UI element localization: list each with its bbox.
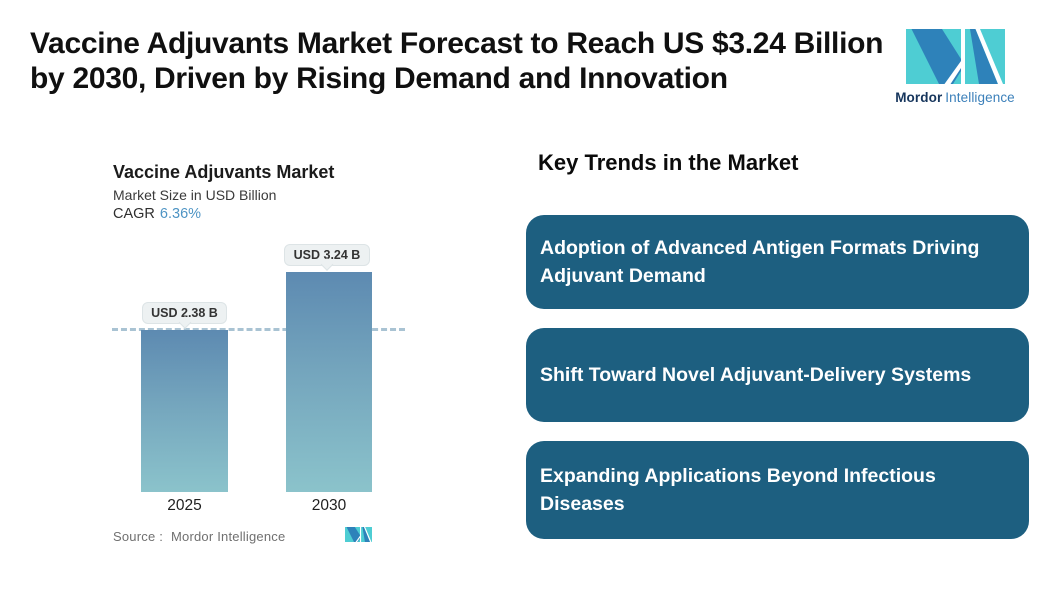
x-axis-label-2030: 2030 <box>311 497 347 514</box>
x-axis-label-2025: 2025 <box>167 497 202 514</box>
chart-title: Vaccine Adjuvants Market <box>113 162 335 182</box>
brand-name-bold: Mordor <box>895 90 943 105</box>
cagr-value: 6.36% <box>159 206 202 222</box>
chart-source: Source : Mordor Intelligence <box>113 529 285 544</box>
trend-card-3: Expanding Applications Beyond Infectious… <box>526 441 1029 539</box>
mordor-intelligence-logo-icon <box>906 29 1005 84</box>
page-title-line1: Vaccine Adjuvants Market Forecast to Rea… <box>30 27 884 60</box>
value-label-2025: USD 2.38 B <box>142 302 227 324</box>
value-label-2030: USD 3.24 B <box>284 244 370 266</box>
trend-card-2: Shift Toward Novel Adjuvant-Delivery Sys… <box>526 328 1029 422</box>
brand-logo: Mordor Intelligence <box>895 29 1015 105</box>
trend-card-2-text: Shift Toward Novel Adjuvant-Delivery Sys… <box>540 364 972 386</box>
key-trends-heading: Key Trends in the Market <box>538 150 799 175</box>
trend-card-3-text: Expanding Applications Beyond Infectious… <box>540 465 936 515</box>
chart-cagr: CAGR 6.36% <box>113 206 201 222</box>
trend-card-1: Adoption of Advanced Antigen Formats Dri… <box>526 215 1029 309</box>
trend-card-1-text: Adoption of Advanced Antigen Formats Dri… <box>540 237 980 287</box>
brand-name-light: Intelligence <box>945 90 1015 105</box>
bar-2025 <box>141 330 228 492</box>
reference-dashed-line <box>112 328 405 331</box>
page-title-line2: by 2030, Driven by Rising Demand and Inn… <box>30 62 728 95</box>
bar-2030 <box>286 272 372 492</box>
page-title: Vaccine Adjuvants Market Forecast to Rea… <box>30 26 890 96</box>
chart-subtitle: Market Size in USD Billion <box>113 187 277 203</box>
mordor-intelligence-mini-logo-icon <box>345 527 372 542</box>
brand-wordmark: Mordor Intelligence <box>895 90 1015 105</box>
source-label: Source : <box>113 529 164 544</box>
cagr-label: CAGR <box>113 206 155 222</box>
source-value: Mordor Intelligence <box>171 529 286 544</box>
